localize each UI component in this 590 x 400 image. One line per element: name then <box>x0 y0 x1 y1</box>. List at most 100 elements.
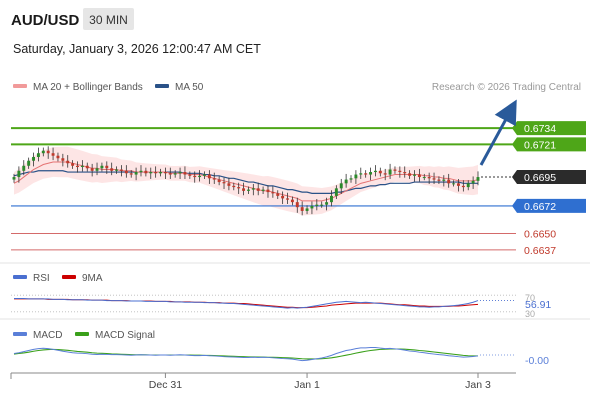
candle <box>36 147 40 162</box>
time-tick-label: Jan 1 <box>294 379 320 391</box>
candle <box>217 176 221 186</box>
candle <box>90 163 94 177</box>
candle <box>139 165 143 177</box>
candle <box>115 166 119 174</box>
copyright-text: Research © 2026 Trading Central <box>432 82 581 93</box>
candle <box>242 182 246 196</box>
candle <box>456 178 460 192</box>
candle <box>427 172 431 184</box>
candle <box>295 197 299 213</box>
candle <box>149 167 153 179</box>
candle <box>207 170 211 184</box>
candle <box>403 166 407 178</box>
time-axis: Dec 31 Jan 1 Jan 3 <box>10 372 516 391</box>
candle <box>373 165 377 177</box>
candle <box>193 171 197 183</box>
candle <box>32 152 36 167</box>
level-value-text: 0.6721 <box>524 139 556 151</box>
candle <box>437 176 441 184</box>
candle <box>61 153 65 167</box>
candle <box>56 152 60 162</box>
candle <box>183 166 187 179</box>
candle <box>159 168 162 177</box>
candle <box>330 190 333 207</box>
level-label-0.6672: 0.6672 <box>512 198 586 213</box>
candle <box>237 182 241 194</box>
candle <box>198 170 202 182</box>
candle <box>369 167 373 181</box>
candle <box>12 173 16 183</box>
level-value-text: 0.6695 <box>524 172 556 184</box>
ma20-line <box>13 161 479 202</box>
symbol-title: AUD/USD <box>11 12 80 29</box>
rsi-ma-legend-label: 9MA <box>82 273 103 284</box>
candle <box>364 170 368 178</box>
ma50-legend-swatch <box>155 84 169 88</box>
level-labels: 0.6734 0.6721 0.6695 0.6672 0.6650 0.6637 <box>512 121 586 257</box>
candle <box>413 170 416 182</box>
rsi-level-30-label: 30 <box>525 309 535 319</box>
level-label-0.6734: 0.6734 <box>512 121 586 136</box>
candle <box>95 162 99 176</box>
candle <box>476 171 480 186</box>
candle <box>344 173 348 188</box>
candle <box>325 197 329 211</box>
candle <box>452 180 456 187</box>
candle <box>27 157 31 169</box>
candle <box>461 180 465 192</box>
candle <box>378 167 382 177</box>
candle <box>408 170 412 179</box>
rsi-panel <box>11 294 516 313</box>
datetime-text: Saturday, January 3, 2026 12:00:47 AM CE… <box>13 42 261 56</box>
candle <box>276 190 280 200</box>
candle <box>251 183 255 196</box>
candle <box>227 177 231 191</box>
candle <box>354 170 358 184</box>
candle <box>134 167 138 181</box>
candle <box>290 196 294 206</box>
candle <box>466 180 470 191</box>
candle <box>471 176 475 189</box>
ma50-legend-label: MA 50 <box>175 82 204 93</box>
candle <box>305 205 309 215</box>
rsi-value-label: 56.91 <box>525 299 551 311</box>
candle <box>17 166 21 183</box>
macd-line <box>13 347 479 362</box>
candle <box>100 162 104 172</box>
candle <box>388 163 392 179</box>
candle <box>129 170 133 178</box>
macd-legend-swatch <box>13 332 27 336</box>
rsi-legend-swatch <box>13 275 27 279</box>
rsi-level-70-label: 70 <box>525 293 535 303</box>
timeframe-label: 30 MIN <box>89 13 128 27</box>
candle <box>46 146 50 159</box>
candle <box>300 201 304 216</box>
candle <box>271 186 275 198</box>
candle <box>281 191 285 205</box>
candle <box>154 166 158 178</box>
candle <box>261 186 265 194</box>
candle <box>447 173 451 188</box>
rsi-legend-label: RSI <box>33 273 50 284</box>
timeframe-badge[interactable] <box>83 8 134 30</box>
candle <box>310 201 314 215</box>
candle <box>222 177 226 189</box>
macd-signal-legend-swatch <box>75 332 89 336</box>
candle <box>432 172 436 184</box>
candle <box>105 161 109 174</box>
macd-signal-legend-label: MACD Signal <box>95 330 155 341</box>
candle <box>168 167 172 179</box>
level-label-0.6721: 0.6721 <box>512 137 586 152</box>
candle <box>256 182 260 196</box>
candle <box>212 172 216 184</box>
candle <box>320 201 324 208</box>
candle <box>334 185 338 200</box>
candle <box>85 162 89 172</box>
candle <box>442 175 446 187</box>
candle <box>22 160 26 176</box>
candle <box>144 167 148 177</box>
candle <box>119 165 123 177</box>
level-value-text: 0.6734 <box>524 123 556 135</box>
candle <box>422 173 426 181</box>
